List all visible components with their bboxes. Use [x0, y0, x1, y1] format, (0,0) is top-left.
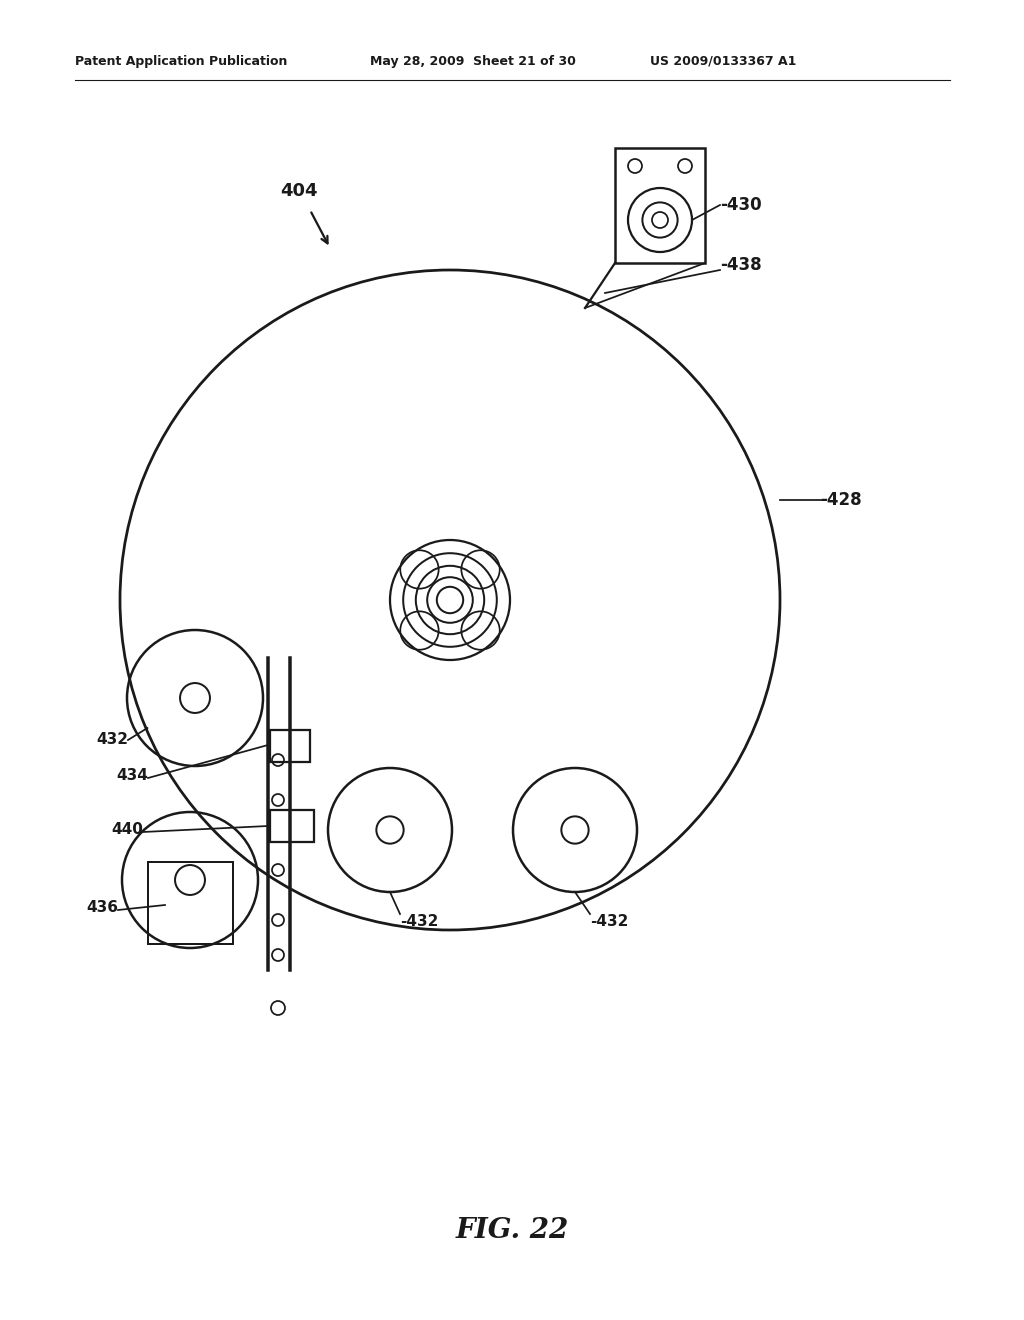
Bar: [148, 862, 233, 944]
Text: 434: 434: [116, 767, 148, 783]
Text: -428: -428: [820, 491, 861, 510]
Bar: [615, 148, 705, 263]
Text: 432: 432: [96, 733, 128, 747]
Text: -430: -430: [720, 195, 762, 214]
Text: Patent Application Publication: Patent Application Publication: [75, 55, 288, 69]
Text: 404: 404: [280, 182, 317, 201]
Bar: [270, 810, 314, 842]
Text: 436: 436: [86, 900, 118, 916]
Text: US 2009/0133367 A1: US 2009/0133367 A1: [650, 55, 797, 69]
Text: -432: -432: [590, 913, 629, 929]
Text: May 28, 2009  Sheet 21 of 30: May 28, 2009 Sheet 21 of 30: [370, 55, 575, 69]
Text: 440: 440: [112, 822, 143, 837]
Text: FIG. 22: FIG. 22: [456, 1217, 568, 1243]
Text: -438: -438: [720, 256, 762, 275]
Text: -432: -432: [400, 913, 438, 929]
Bar: [270, 730, 310, 762]
